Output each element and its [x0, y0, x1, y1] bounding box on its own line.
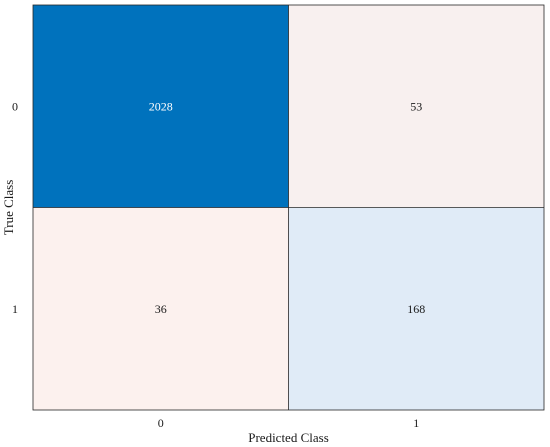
y-axis-label: True Class	[1, 180, 16, 236]
matrix-cell-0-1	[288, 5, 544, 208]
matrix-cell-1-0	[33, 207, 289, 410]
matrix-cells: 2028 53 36 168	[33, 5, 544, 410]
matrix-cell-0-0	[33, 5, 289, 208]
matrix-cell-value-0-0: 2028	[149, 99, 173, 113]
x-tick-label-0: 0	[158, 416, 164, 430]
matrix-cell-value-0-1: 53	[410, 99, 422, 113]
x-tick-label-1: 1	[413, 416, 419, 430]
y-tick-labels: 01	[12, 99, 18, 316]
matrix-cell-value-1-0: 36	[155, 302, 167, 316]
matrix-cell-value-1-1: 168	[407, 302, 425, 316]
matrix-grid	[32, 4, 545, 411]
matrix-cell-1-1	[288, 207, 544, 410]
matrix-frame	[32, 4, 545, 411]
y-tick-label-1: 1	[12, 302, 18, 316]
x-axis-label: Predicted Class	[248, 430, 329, 445]
y-tick-label-0: 0	[12, 99, 18, 113]
